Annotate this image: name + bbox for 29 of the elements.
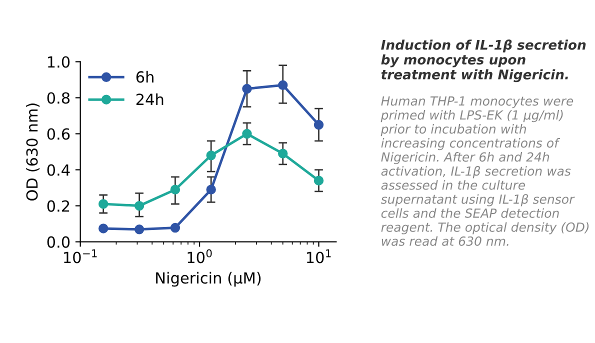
legend-label: 6h <box>136 70 154 83</box>
point <box>134 224 144 234</box>
point <box>98 224 108 234</box>
x-tick-label: 10$^{−1}$ <box>64 249 97 264</box>
text: Human THP-1 monocytes were primed with LPS-EK (1 µg/ml) prior to incubation with increasing concentrations of Nigericin. After 6h and 24h activation, IL-1β secretion was assessed in the culture supernatant using IL-1β sensor cells and the SEAP detection reagent. The optical density (OD) was read at 630 nm. <box>380 96 589 246</box>
y-tick-label: 0.8 <box>47 92 70 104</box>
legend-label: 24h <box>136 93 164 105</box>
y-axis-title: OD (630 nm) <box>26 104 40 200</box>
point <box>278 148 288 158</box>
y-tick-label: 0.4 <box>47 164 70 176</box>
y-tick-label: 0.2 <box>47 200 70 212</box>
point <box>170 184 180 194</box>
point <box>98 199 108 209</box>
point <box>134 200 144 211</box>
point <box>242 84 252 94</box>
y-tick-label: 1.0 <box>48 56 70 68</box>
text: Induction of IL-1β secretion by monocytes upon treatment with Nigericin. <box>381 39 586 82</box>
x-tick-label: 10$^{0}$ <box>188 249 212 264</box>
x-tick-label: 10$^{1}$ <box>306 249 331 264</box>
point <box>314 120 324 130</box>
point <box>278 80 288 90</box>
point <box>314 176 324 186</box>
point <box>206 184 216 194</box>
y-tick-label: 0.0 <box>47 236 70 248</box>
point <box>206 150 216 160</box>
y-tick-label: 0.6 <box>47 128 70 140</box>
x-axis-title: Nigericin (µM) <box>156 272 261 287</box>
point <box>242 128 252 139</box>
point <box>170 222 180 233</box>
